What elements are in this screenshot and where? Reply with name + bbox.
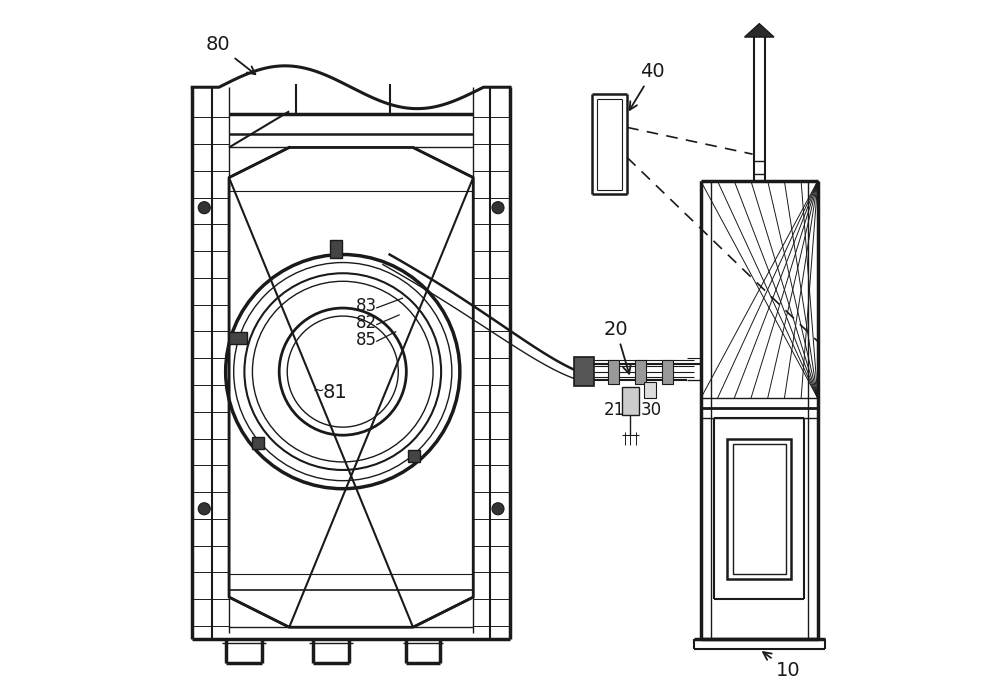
- Text: 83: 83: [356, 297, 377, 315]
- Text: 80: 80: [206, 36, 255, 74]
- Bar: [229, 332, 247, 344]
- Bar: [622, 387, 639, 415]
- Text: 10: 10: [763, 652, 801, 680]
- Circle shape: [492, 503, 504, 515]
- Bar: [408, 450, 420, 462]
- Text: ~: ~: [313, 384, 324, 398]
- Bar: [662, 359, 673, 383]
- Bar: [608, 359, 619, 383]
- Bar: [727, 438, 791, 579]
- Circle shape: [198, 202, 210, 214]
- Bar: [733, 444, 786, 574]
- Bar: [644, 382, 656, 398]
- Circle shape: [198, 503, 210, 515]
- Text: 30: 30: [641, 401, 662, 419]
- Text: 81: 81: [323, 383, 347, 403]
- Bar: [635, 359, 646, 383]
- Polygon shape: [745, 23, 774, 37]
- Text: 21: 21: [604, 401, 625, 419]
- Text: 85: 85: [356, 331, 377, 349]
- Text: 20: 20: [604, 320, 631, 374]
- Bar: [330, 240, 342, 258]
- Text: 82: 82: [356, 314, 377, 332]
- Bar: [574, 357, 594, 386]
- Bar: [252, 436, 264, 449]
- Circle shape: [492, 202, 504, 214]
- Text: 40: 40: [630, 63, 665, 110]
